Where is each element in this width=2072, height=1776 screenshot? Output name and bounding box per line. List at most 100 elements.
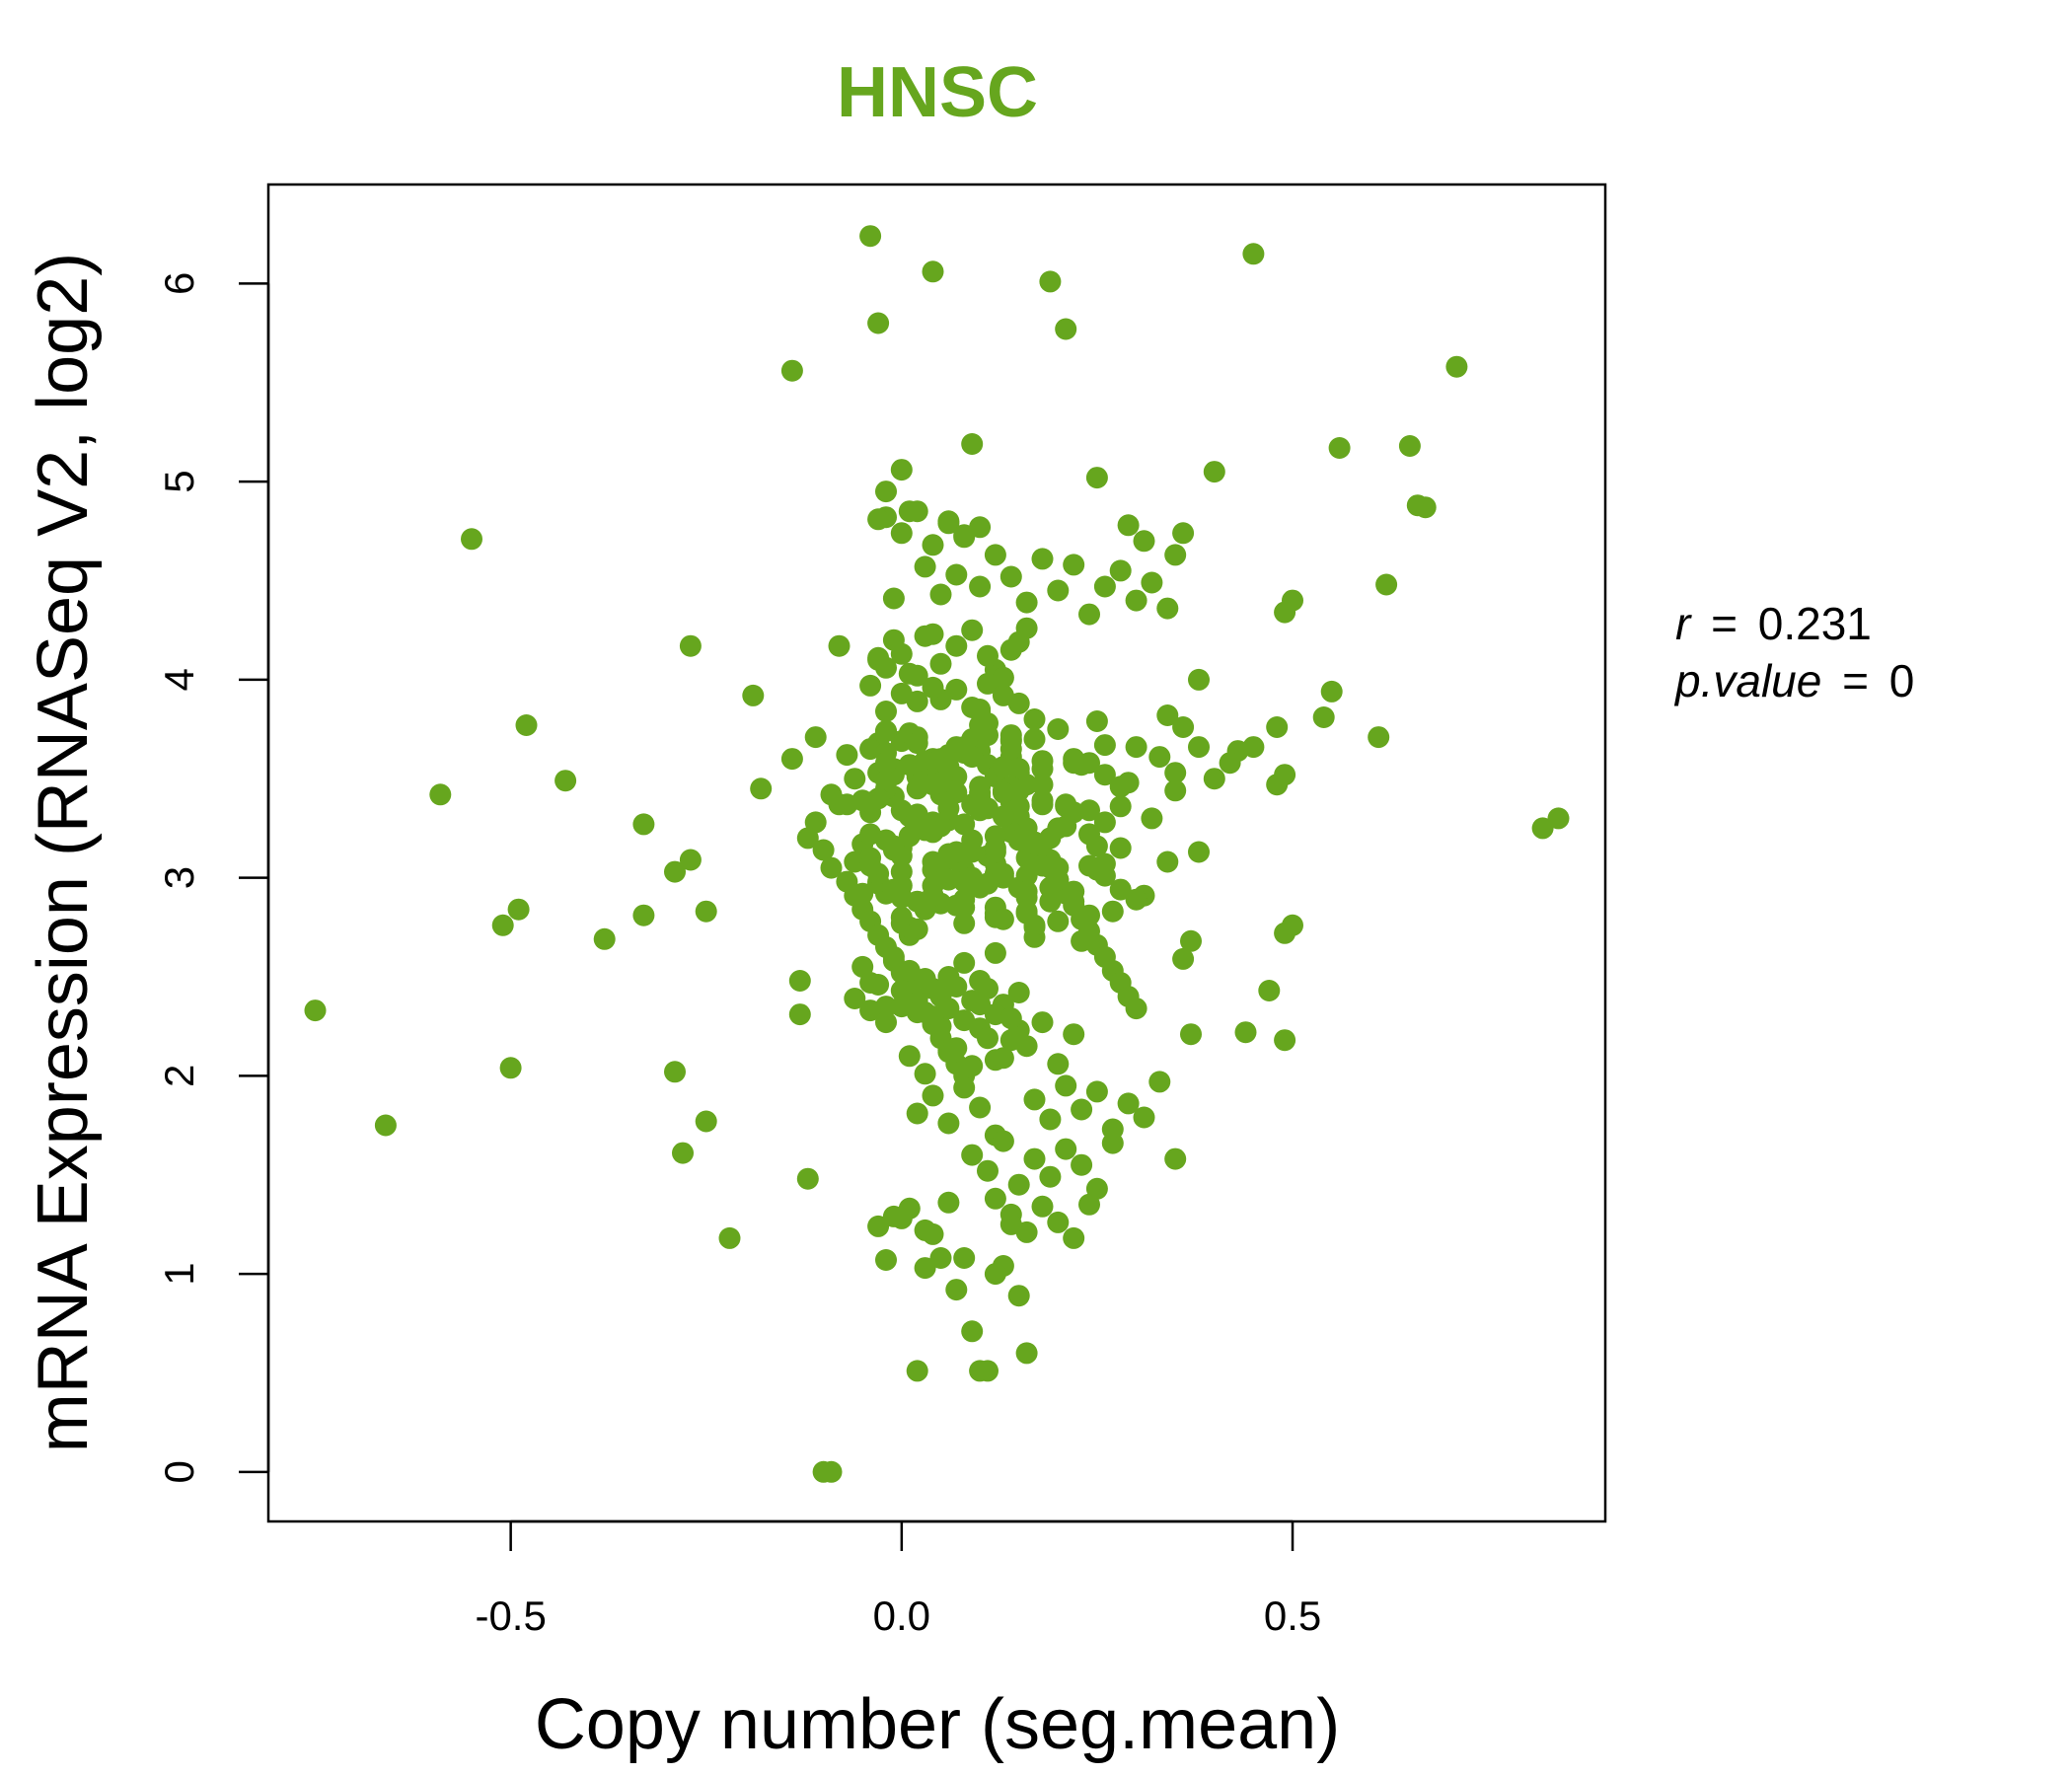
data-point	[1203, 768, 1225, 790]
data-point	[820, 856, 843, 879]
data-point	[788, 970, 811, 992]
data-point	[961, 619, 984, 641]
data-point	[1180, 929, 1202, 952]
data-point	[937, 797, 960, 820]
data-point	[1203, 461, 1225, 483]
data-point	[1071, 1098, 1093, 1121]
data-point	[890, 642, 913, 665]
data-point	[890, 522, 913, 545]
data-point	[906, 1102, 928, 1125]
data-point	[1085, 467, 1108, 489]
data-point	[984, 941, 1006, 964]
p-eq: =	[1842, 655, 1869, 706]
data-point	[796, 827, 819, 850]
data-point	[859, 999, 882, 1022]
data-point	[1109, 559, 1132, 582]
data-point	[1078, 904, 1100, 926]
data-point	[922, 1084, 944, 1107]
data-point	[922, 978, 944, 999]
data-point	[1141, 571, 1163, 594]
data-point	[890, 980, 913, 1001]
data-point	[1071, 1153, 1093, 1176]
data-point	[1015, 900, 1038, 923]
data-point	[851, 789, 874, 812]
data-point	[1328, 437, 1351, 459]
data-point	[780, 748, 803, 771]
data-point	[1531, 817, 1554, 840]
p-value: 0	[1889, 655, 1915, 706]
data-point	[937, 845, 960, 867]
data-point	[1414, 496, 1437, 519]
data-point	[1125, 998, 1147, 1020]
data-point	[977, 644, 999, 667]
data-point	[1039, 890, 1062, 913]
data-point	[695, 1110, 717, 1133]
data-point	[1117, 1092, 1140, 1115]
data-point	[1078, 854, 1100, 877]
data-point	[914, 892, 936, 915]
data-point	[890, 886, 913, 909]
data-point	[1133, 530, 1155, 553]
data-point	[977, 672, 999, 695]
data-point	[1101, 1132, 1124, 1154]
data-point	[1047, 579, 1070, 602]
data-point	[844, 988, 866, 1009]
data-point	[890, 459, 913, 481]
data-point	[1368, 726, 1390, 749]
y-tick-label: 3	[156, 866, 202, 889]
data-point	[1188, 736, 1210, 759]
r-eq: =	[1711, 598, 1738, 649]
data-point	[1093, 734, 1116, 757]
data-point	[937, 1112, 960, 1135]
data-point	[1039, 1108, 1062, 1131]
data-point	[1274, 601, 1296, 624]
data-point	[875, 720, 897, 742]
data-point	[875, 481, 897, 503]
data-point	[1015, 591, 1038, 614]
data-point	[1375, 573, 1398, 596]
data-point	[969, 575, 992, 598]
data-point	[875, 1011, 897, 1034]
x-tick-label: 0.5	[1264, 1592, 1321, 1639]
y-tick-label: 4	[156, 668, 202, 691]
data-point	[1007, 1173, 1030, 1196]
data-point	[953, 736, 976, 759]
data-point	[491, 914, 514, 936]
data-point	[742, 684, 765, 706]
data-point	[515, 714, 538, 736]
data-point	[898, 1045, 921, 1068]
data-point	[953, 951, 976, 974]
data-point	[679, 634, 702, 657]
data-point	[867, 312, 890, 334]
data-point	[906, 1001, 928, 1024]
data-point	[718, 1226, 741, 1249]
data-point	[953, 1009, 976, 1032]
data-point	[1109, 795, 1132, 818]
chart-title: HNSC	[837, 53, 1038, 132]
data-point	[1219, 752, 1241, 775]
data-point	[922, 774, 944, 796]
data-point	[1047, 1211, 1070, 1233]
data-point	[1039, 270, 1062, 293]
data-point	[992, 1130, 1014, 1152]
data-point	[875, 656, 897, 679]
data-point	[1063, 1023, 1085, 1046]
data-point	[1031, 750, 1054, 773]
data-point	[1047, 910, 1070, 932]
data-point	[1047, 718, 1070, 740]
r-annotation: r = 0.231	[1675, 598, 1872, 649]
x-tick-label: 0.0	[873, 1592, 930, 1639]
data-point	[374, 1114, 397, 1137]
data-point	[828, 634, 851, 657]
data-point	[679, 849, 702, 871]
data-point	[922, 1222, 944, 1245]
data-point	[937, 512, 960, 535]
data-point	[1007, 630, 1030, 653]
data-point	[961, 1144, 984, 1166]
data-point	[1188, 668, 1210, 691]
data-point	[1164, 762, 1187, 784]
data-point	[1274, 1029, 1296, 1052]
data-point	[664, 1061, 686, 1083]
data-point	[820, 1460, 843, 1483]
data-point	[992, 908, 1014, 930]
